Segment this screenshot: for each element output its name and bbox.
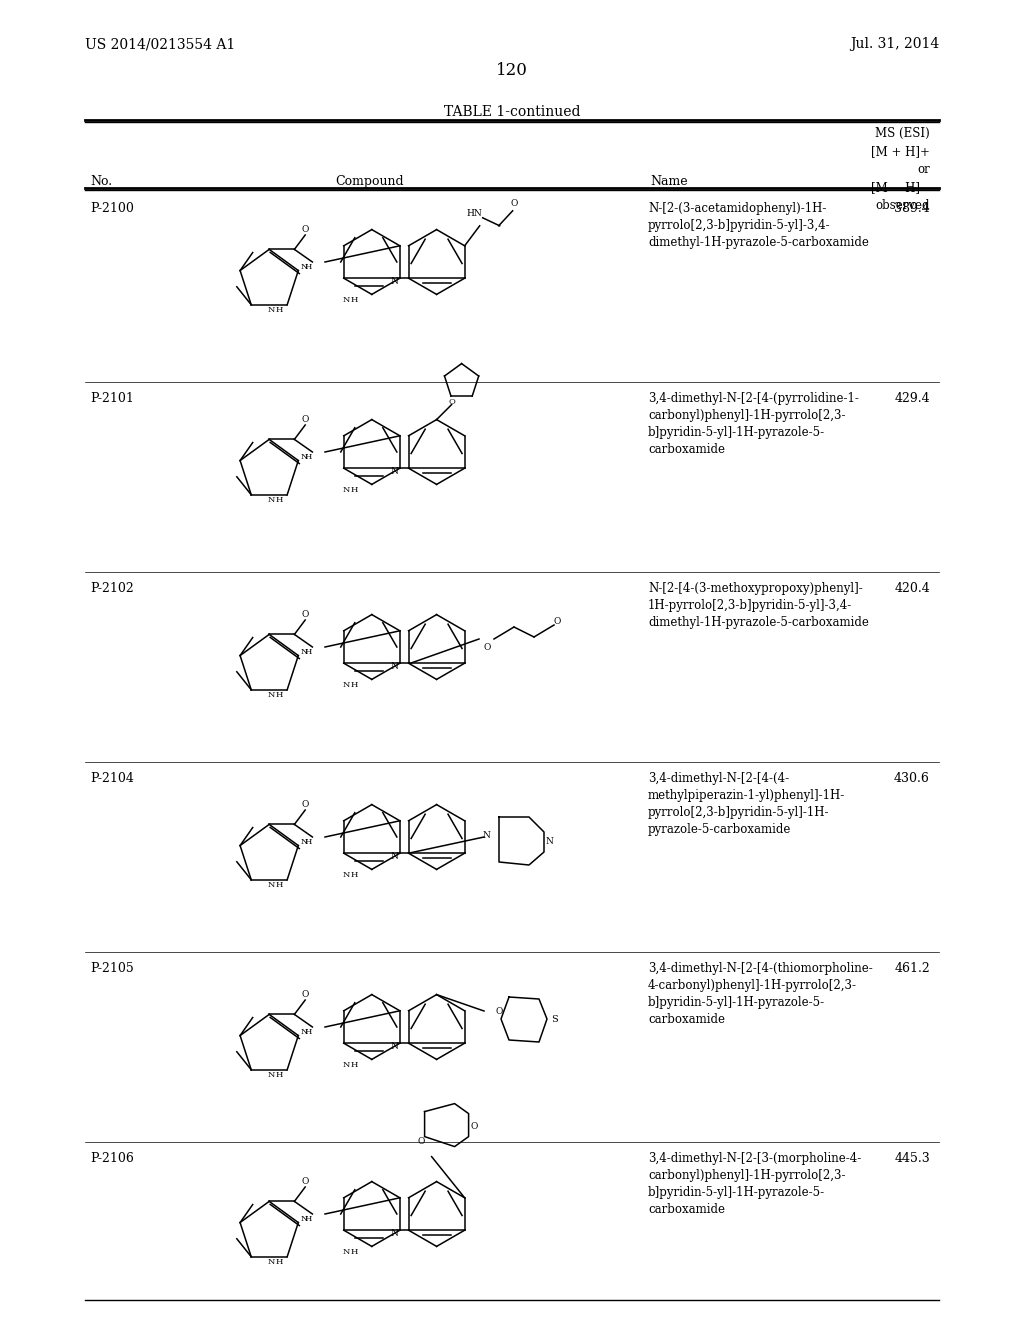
Text: H: H: [350, 871, 357, 879]
Text: O: O: [496, 1007, 503, 1016]
Text: N: N: [482, 830, 489, 840]
Text: N: N: [342, 871, 349, 879]
Text: N: N: [391, 467, 398, 475]
Text: 3,4-dimethyl-N-[2-[4-(thiomorpholine-
4-carbonyl)phenyl]-1H-pyrrolo[2,3-
b]pyrid: 3,4-dimethyl-N-[2-[4-(thiomorpholine- 4-…: [648, 962, 872, 1026]
Text: P-2101: P-2101: [90, 392, 134, 405]
Text: N: N: [267, 690, 274, 698]
Text: O: O: [301, 226, 309, 234]
Text: N: N: [267, 880, 274, 888]
Text: 445.3: 445.3: [894, 1152, 930, 1166]
Text: N: N: [301, 453, 308, 462]
Text: P-2104: P-2104: [90, 772, 134, 785]
Text: P-2105: P-2105: [90, 962, 134, 975]
Text: N: N: [391, 1041, 398, 1051]
Text: 430.6: 430.6: [894, 772, 930, 785]
Text: O: O: [301, 1177, 309, 1187]
Text: Name: Name: [650, 176, 688, 187]
Text: N: N: [301, 1028, 308, 1036]
Text: H: H: [304, 648, 311, 656]
Text: No.: No.: [90, 176, 112, 187]
Text: Compound: Compound: [336, 176, 404, 187]
Text: H: H: [275, 1258, 283, 1266]
Text: TABLE 1-continued: TABLE 1-continued: [443, 106, 581, 119]
Text: N: N: [267, 1258, 274, 1266]
Text: O: O: [511, 199, 518, 209]
Text: H: H: [304, 1216, 311, 1224]
Text: N: N: [301, 264, 308, 272]
Text: Jul. 31, 2014: Jul. 31, 2014: [850, 37, 939, 51]
Text: H: H: [275, 306, 283, 314]
Text: H: H: [350, 296, 357, 304]
Text: N: N: [391, 277, 398, 285]
Text: N: N: [342, 486, 349, 494]
Text: O: O: [471, 1122, 478, 1131]
Text: P-2100: P-2100: [90, 202, 134, 215]
Text: N: N: [301, 1216, 308, 1224]
Text: N: N: [301, 648, 308, 656]
Text: O: O: [301, 800, 309, 809]
Text: N: N: [267, 1071, 274, 1078]
Text: 461.2: 461.2: [894, 962, 930, 975]
Text: H: H: [304, 264, 311, 272]
Text: HN: HN: [467, 210, 482, 218]
Text: P-2106: P-2106: [90, 1152, 134, 1166]
Text: N-[2-(3-acetamidophenyl)-1H-
pyrrolo[2,3-b]pyridin-5-yl]-3,4-
dimethyl-1H-pyrazo: N-[2-(3-acetamidophenyl)-1H- pyrrolo[2,3…: [648, 202, 869, 249]
Text: H: H: [275, 880, 283, 888]
Text: H: H: [275, 690, 283, 698]
Text: 3,4-dimethyl-N-[2-[3-(morpholine-4-
carbonyl)phenyl]-1H-pyrrolo[2,3-
b]pyridin-5: 3,4-dimethyl-N-[2-[3-(morpholine-4- carb…: [648, 1152, 861, 1216]
Text: H: H: [350, 1247, 357, 1255]
Text: 120: 120: [496, 62, 528, 79]
Text: 389.4: 389.4: [894, 202, 930, 215]
Text: N: N: [267, 496, 274, 504]
Text: N: N: [342, 296, 349, 304]
Text: N: N: [267, 306, 274, 314]
Text: O: O: [301, 610, 309, 619]
Text: H: H: [304, 838, 311, 846]
Text: O: O: [301, 990, 309, 999]
Text: US 2014/0213554 A1: US 2014/0213554 A1: [85, 37, 236, 51]
Text: O: O: [449, 397, 455, 405]
Text: 3,4-dimethyl-N-[2-[4-(4-
methylpiperazin-1-yl)phenyl]-1H-
pyrrolo[2,3-b]pyridin-: 3,4-dimethyl-N-[2-[4-(4- methylpiperazin…: [648, 772, 845, 836]
Text: N: N: [342, 681, 349, 689]
Text: N: N: [391, 851, 398, 861]
Text: N: N: [342, 1061, 349, 1069]
Text: O: O: [553, 618, 561, 627]
Text: 429.4: 429.4: [894, 392, 930, 405]
Text: S: S: [551, 1015, 557, 1023]
Text: H: H: [304, 453, 311, 462]
Text: N: N: [391, 661, 398, 671]
Text: H: H: [350, 681, 357, 689]
Text: N: N: [391, 1229, 398, 1238]
Text: H: H: [275, 496, 283, 504]
Text: MS (ESI)
[M + H]+
or
[M − H]−
observed: MS (ESI) [M + H]+ or [M − H]− observed: [871, 127, 930, 213]
Text: H: H: [350, 1061, 357, 1069]
Text: N: N: [342, 1247, 349, 1255]
Text: O: O: [483, 643, 490, 652]
Text: N: N: [301, 838, 308, 846]
Text: P-2102: P-2102: [90, 582, 134, 595]
Text: H: H: [304, 1028, 311, 1036]
Text: O: O: [418, 1137, 425, 1146]
Text: 420.4: 420.4: [894, 582, 930, 595]
Text: N: N: [545, 837, 553, 846]
Text: H: H: [275, 1071, 283, 1078]
Text: N-[2-[4-(3-methoxypropoxy)phenyl]-
1H-pyrrolo[2,3-b]pyridin-5-yl]-3,4-
dimethyl-: N-[2-[4-(3-methoxypropoxy)phenyl]- 1H-py…: [648, 582, 869, 630]
Text: 3,4-dimethyl-N-[2-[4-(pyrrolidine-1-
carbonyl)phenyl]-1H-pyrrolo[2,3-
b]pyridin-: 3,4-dimethyl-N-[2-[4-(pyrrolidine-1- car…: [648, 392, 859, 455]
Text: O: O: [301, 414, 309, 424]
Text: H: H: [350, 486, 357, 494]
